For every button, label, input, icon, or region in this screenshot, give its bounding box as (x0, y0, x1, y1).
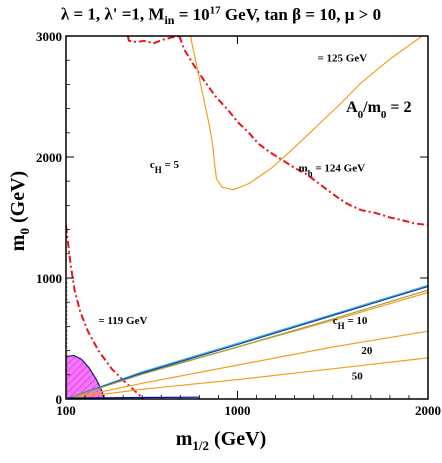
x-tick-label-1: 1000 (224, 403, 250, 418)
annotation-a0-ratio: A0/m0 = 2 (346, 99, 411, 121)
title-post: = 1017 GeV, tan β = 10, μ > 0 (174, 4, 382, 24)
annotation-mh-119: = 119 GeV (98, 315, 147, 327)
x-axis-label-main: m (175, 428, 193, 450)
title-sub: in (164, 13, 175, 28)
x-axis-label-sub: 1/2 (192, 438, 210, 453)
title-pre: λ = 1, λ' =1, M (60, 4, 165, 24)
x-tick-label-2: 2000 (415, 403, 441, 418)
x-tick-label-0: 100 (56, 403, 76, 418)
chart-title: λ = 1, λ' =1, Min = 1017 GeV, tan β = 10… (0, 4, 442, 28)
series-line-higgs-0 (126, 36, 181, 45)
series-line-fine_tuning-6 (66, 357, 428, 399)
annotation-mh-125: = 125 GeV (317, 52, 367, 64)
y-tick-label-0: 0 (56, 392, 63, 407)
excluded-region-hatch-0 (66, 355, 105, 399)
y-tick-label-3: 3000 (36, 29, 62, 44)
series-line-fine_tuning-5 (66, 330, 428, 399)
plot-frame (65, 35, 429, 400)
y-axis-label: m0 (GeV) (7, 170, 32, 252)
annotation-ch-20: 20 (361, 345, 373, 357)
y-tick-label-1: 1000 (36, 271, 62, 286)
y-tick-label-2: 2000 (36, 150, 62, 165)
series-line-fine_tuning-3 (190, 36, 423, 191)
series-line-fine_tuning-4 (66, 291, 428, 399)
series-line-higgs-1 (178, 36, 428, 226)
x-axis-label: m1/2 (GeV) (0, 428, 442, 454)
series-line-relic_density_edge-8 (66, 285, 428, 399)
series-line-higgs-2 (66, 225, 145, 399)
series-line-other_strip-9 (66, 289, 428, 399)
series-line-relic_density-7 (66, 284, 428, 399)
annotation-ch-5: cH = 5 (150, 159, 180, 175)
annotation-ch-50: 50 (352, 371, 364, 383)
annotation-mh-124: mh = 124 GeV (298, 163, 365, 179)
series-line-charged_lsp-10 (66, 396, 200, 399)
x-axis-label-unit: (GeV) (209, 428, 267, 450)
